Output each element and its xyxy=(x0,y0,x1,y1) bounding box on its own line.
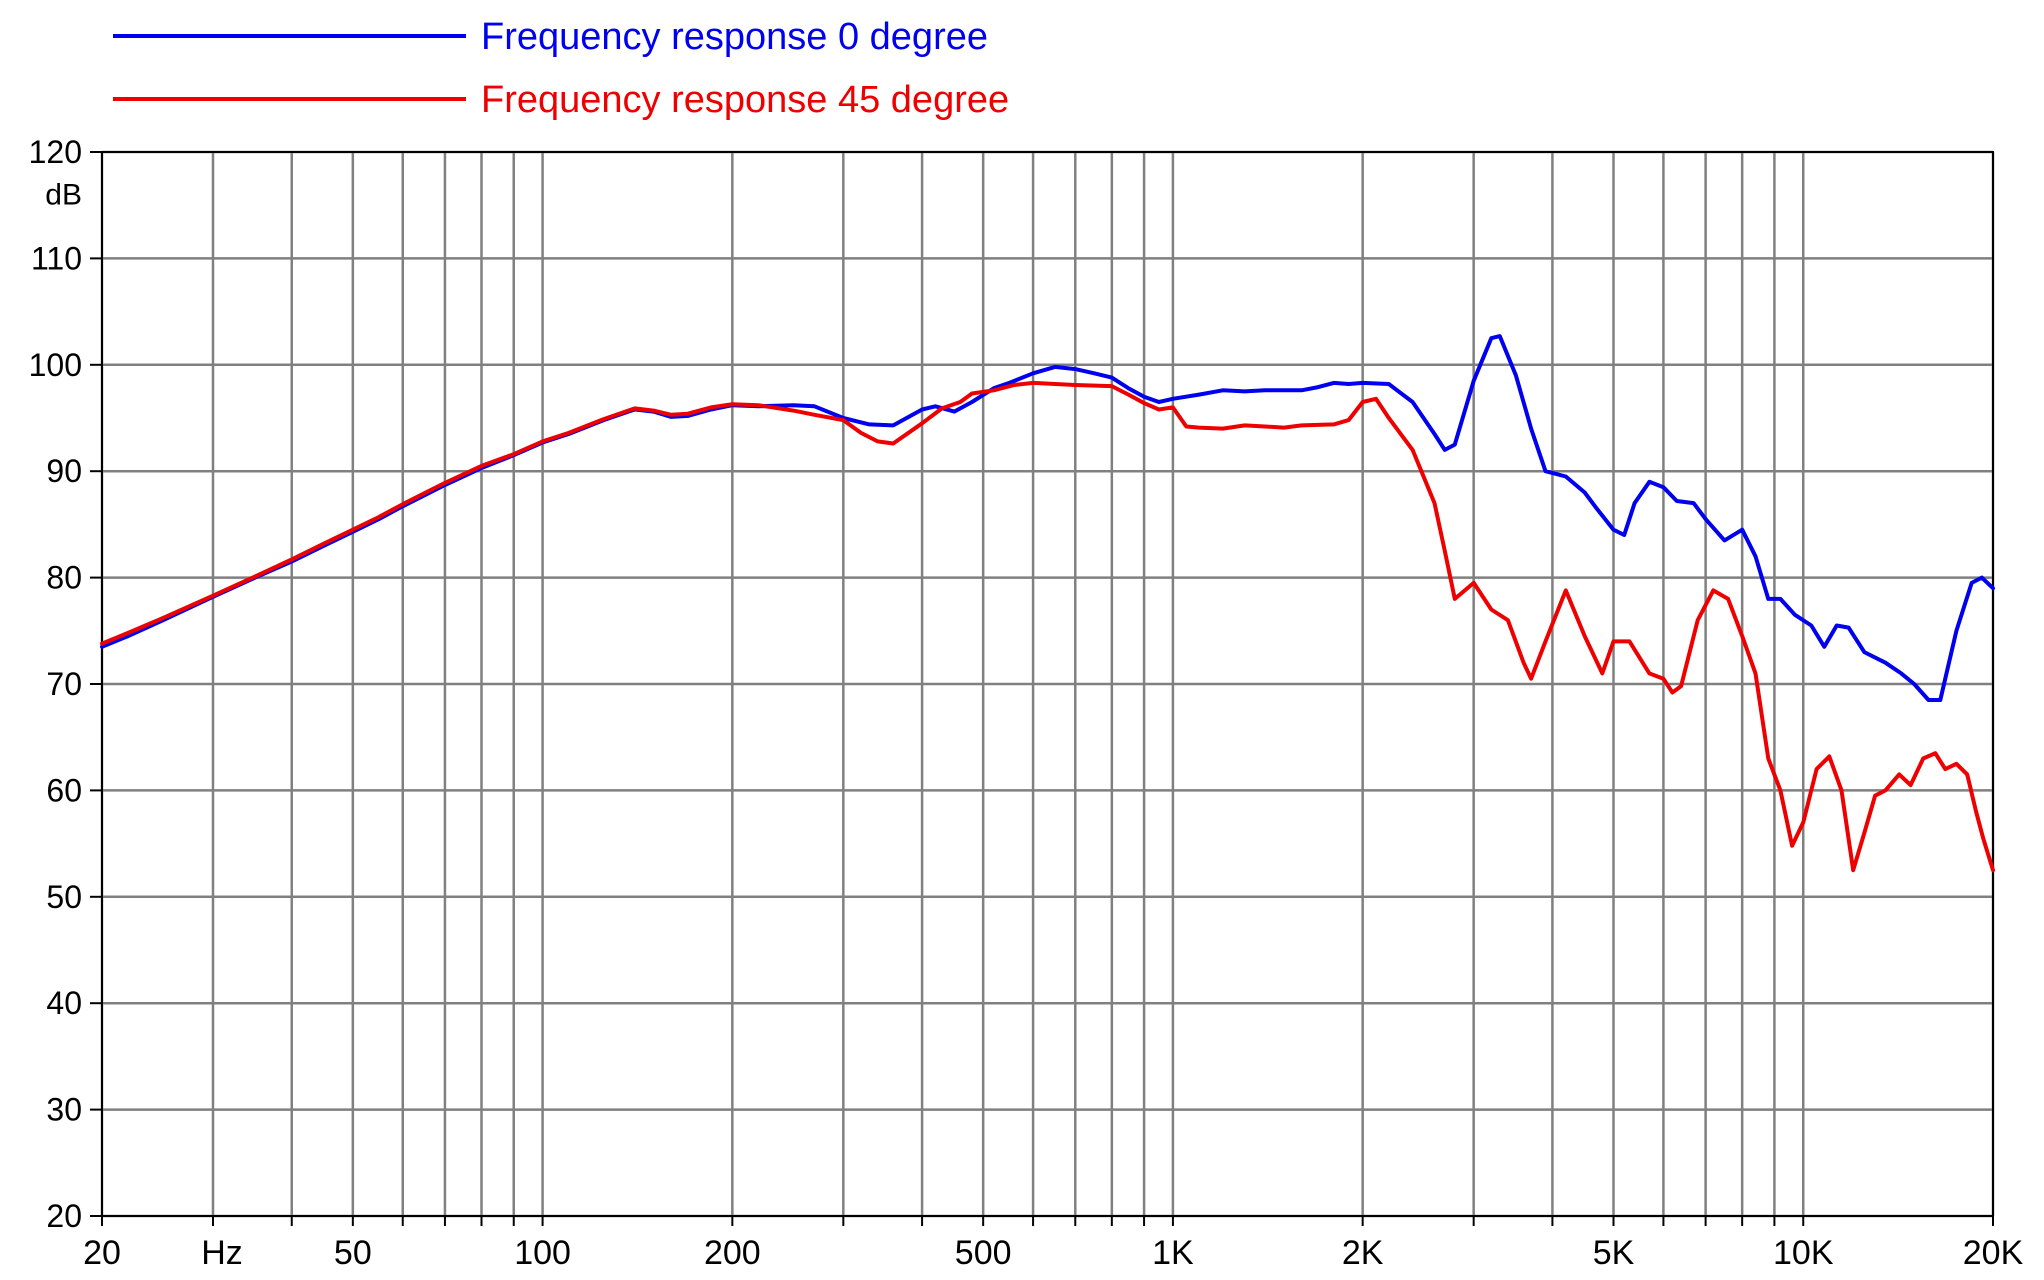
x-tick-label: 20 xyxy=(83,1234,121,1272)
x-tick-label: 2K xyxy=(1342,1234,1384,1272)
legend-label: Frequency response 0 degree xyxy=(481,16,988,58)
y-tick-label: 90 xyxy=(46,453,82,489)
y-tick-label: 60 xyxy=(46,772,82,808)
x-tick-label: 100 xyxy=(514,1234,571,1272)
y-tick-label: 80 xyxy=(46,560,82,596)
y-tick-label: 20 xyxy=(46,1198,82,1234)
x-tick-label: 200 xyxy=(704,1234,761,1272)
series-line xyxy=(100,380,1995,873)
x-axis-ticks: 20 50 100 200 500 1K 2K 5K 10K 20K xyxy=(83,1216,2024,1272)
x-tick-label: 1K xyxy=(1152,1234,1194,1272)
horizontal-gridlines xyxy=(102,150,1993,1218)
legend: Frequency response 0 degree Frequency res… xyxy=(113,16,1009,121)
x-tick-label: 500 xyxy=(955,1234,1012,1272)
y-tick-label: 30 xyxy=(46,1092,82,1128)
y-axis-ticks: 120 110 100 90 80 70 60 50 40 30 20 xyxy=(29,134,102,1234)
series-line xyxy=(100,334,1995,702)
y-tick-label: 120 xyxy=(29,134,82,170)
y-tick-label: 100 xyxy=(29,347,82,383)
y-tick-label: 110 xyxy=(31,240,82,276)
legend-label: Frequency response 45 degree xyxy=(481,79,1009,121)
x-tick-label: 5K xyxy=(1593,1234,1635,1272)
x-axis-unit-label: Hz xyxy=(201,1234,243,1272)
y-axis-unit-label: dB xyxy=(45,179,82,212)
x-tick-label: 20K xyxy=(1963,1234,2024,1272)
y-tick-label: 50 xyxy=(46,879,82,915)
x-tick-label: 50 xyxy=(334,1234,372,1272)
y-tick-label: 70 xyxy=(46,666,82,702)
series-lines xyxy=(100,334,1995,873)
x-tick-label: 10K xyxy=(1773,1234,1834,1272)
y-tick-label: 40 xyxy=(46,985,82,1021)
